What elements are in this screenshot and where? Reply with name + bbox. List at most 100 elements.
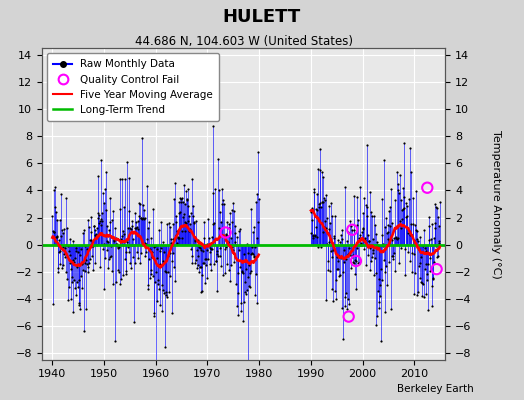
Point <box>367 209 376 216</box>
Point <box>215 186 223 193</box>
Point <box>70 259 78 265</box>
Point <box>312 224 320 231</box>
Point <box>207 266 215 273</box>
Point <box>246 284 254 290</box>
Point <box>153 298 161 304</box>
Text: Berkeley Earth: Berkeley Earth <box>398 384 474 394</box>
Point <box>430 225 439 231</box>
Point <box>180 228 189 234</box>
Point <box>193 253 202 260</box>
Point <box>377 266 385 272</box>
Point <box>398 215 406 222</box>
Point <box>122 249 130 256</box>
Point <box>53 269 62 276</box>
Point <box>395 260 403 267</box>
Point <box>255 196 263 202</box>
Point <box>68 279 76 285</box>
Point <box>363 204 371 210</box>
Point <box>384 235 392 242</box>
Point <box>241 258 249 264</box>
Point <box>201 256 209 262</box>
Point <box>204 216 212 222</box>
Point <box>248 250 256 256</box>
Point <box>316 146 324 152</box>
Point <box>162 269 170 276</box>
Point <box>63 225 71 231</box>
Point <box>75 299 83 306</box>
Point <box>330 235 338 242</box>
Point <box>205 235 213 241</box>
Point <box>116 176 124 182</box>
Point <box>354 217 362 224</box>
Point <box>138 215 147 222</box>
Point <box>427 242 435 248</box>
Point <box>214 156 222 162</box>
Point <box>388 252 396 259</box>
Point <box>418 280 427 286</box>
Point <box>228 247 237 253</box>
Point <box>353 194 362 200</box>
Point <box>372 270 380 277</box>
Point <box>81 259 89 266</box>
Point <box>230 258 238 265</box>
Point <box>357 240 365 247</box>
Point <box>335 253 343 259</box>
Point <box>424 214 433 220</box>
Point <box>165 288 173 295</box>
Point <box>171 232 180 239</box>
Point <box>63 243 72 249</box>
Point <box>400 140 408 146</box>
Point <box>144 282 152 289</box>
Point <box>424 306 432 313</box>
Point <box>173 234 182 240</box>
Point <box>398 207 407 214</box>
Point <box>124 208 133 214</box>
Point <box>360 246 368 252</box>
Point <box>318 199 326 205</box>
Point <box>395 190 403 196</box>
Point <box>347 253 356 260</box>
Point <box>174 235 182 241</box>
Point <box>406 232 414 238</box>
Point <box>166 272 174 279</box>
Point <box>118 272 127 278</box>
Point <box>89 243 97 249</box>
Point <box>346 223 355 230</box>
Point <box>426 254 434 261</box>
Point <box>88 214 96 220</box>
Point <box>172 213 180 219</box>
Point <box>427 236 435 242</box>
Point <box>83 216 92 223</box>
Point <box>331 288 340 294</box>
Point <box>206 249 215 255</box>
Point <box>200 259 209 266</box>
Point <box>330 233 339 240</box>
Point <box>247 268 256 274</box>
Point <box>57 191 65 197</box>
Point <box>341 294 349 300</box>
Point <box>96 218 104 224</box>
Point <box>126 264 135 271</box>
Point <box>235 228 244 234</box>
Point <box>425 222 433 229</box>
Point <box>128 218 136 224</box>
Point <box>73 279 81 286</box>
Point <box>187 246 195 252</box>
Point <box>326 268 334 274</box>
Point <box>309 234 317 241</box>
Point <box>331 242 339 249</box>
Point <box>415 263 423 270</box>
Point <box>187 176 195 182</box>
Point <box>199 219 208 226</box>
Point <box>116 281 125 288</box>
Point <box>54 265 62 271</box>
Point <box>174 199 183 205</box>
Point <box>422 260 430 267</box>
Point <box>221 246 230 252</box>
Point <box>405 196 413 202</box>
Point <box>226 234 235 241</box>
Point <box>215 208 224 215</box>
Point <box>223 218 231 225</box>
Point <box>206 244 214 251</box>
Point <box>88 242 96 249</box>
